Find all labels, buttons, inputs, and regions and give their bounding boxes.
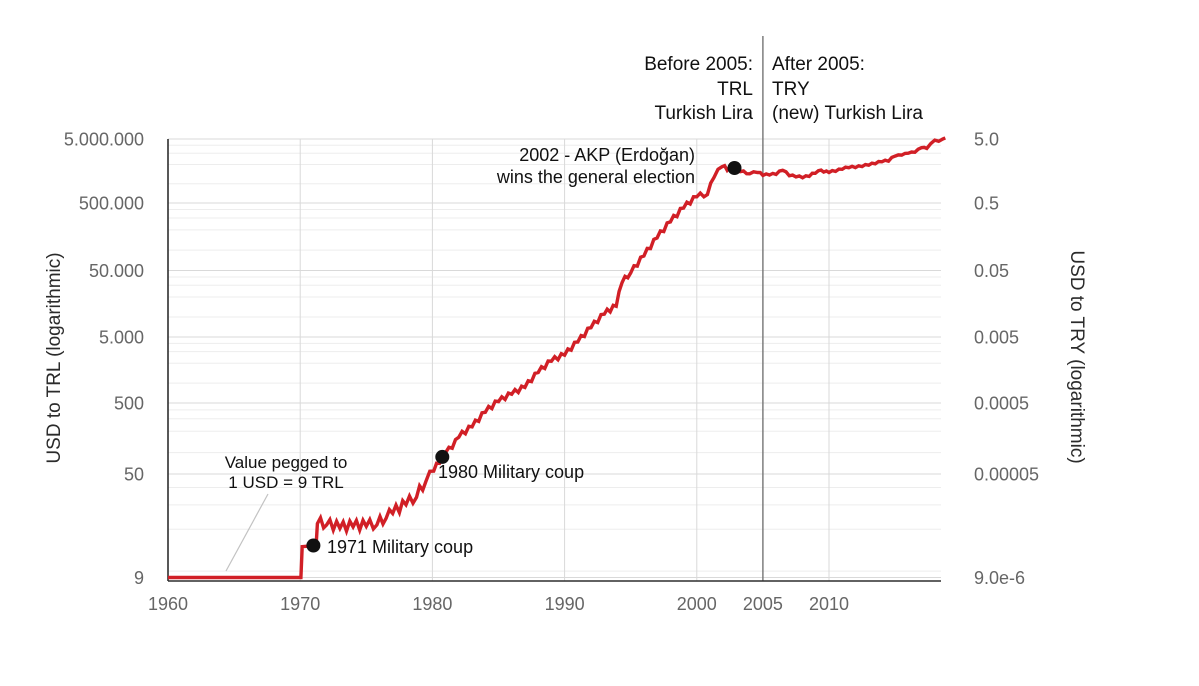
y-tick-label-left: 50.000 [89,261,144,281]
y-tick-label-right: 0.05 [974,261,1009,281]
y-tick-label-left: 500.000 [79,194,144,214]
header-after-line2: TRY [772,79,810,100]
akp-label-line1: 2002 - AKP (Erdoğan) [519,145,695,165]
annotation-dots [306,161,742,553]
pegged-leader-line [225,493,269,572]
x-tick-label: 1990 [545,594,585,614]
annotation-1971-coup: 1971 Military coup [327,537,473,557]
header-before-2005: Before 2005: TRL Turkish Lira [644,54,753,124]
y-tick-label-left: 5.000.000 [64,130,144,150]
x-axis-tick-labels: 1960 1970 1980 1990 2000 2005 2010 [148,594,849,614]
header-after-line1: After 2005: [772,54,865,75]
decade-gridlines [299,139,830,581]
annotation-dot-coup1971 [306,538,321,553]
y-tick-label-left: 50 [124,465,144,485]
x-tick-label: 2005 [743,594,783,614]
annotation-dot-coup1980 [435,449,450,464]
y-tick-label-left: 9 [134,568,144,588]
y-tick-label-left: 5.000 [99,328,144,348]
annotation-1980-coup: 1980 Military coup [438,462,584,482]
y-tick-label-right: 0.00005 [974,465,1039,485]
right-axis-title: USD to TRY (logarithmic) [1066,250,1087,463]
left-axis-tick-labels: 5.000.000 500.000 50.000 5.000 500 50 9 [64,130,144,589]
y-tick-label-right: 5.0 [974,130,999,150]
header-before-line1: Before 2005: [644,54,753,75]
x-tick-label: 2010 [809,594,849,614]
x-tick-label: 1960 [148,594,188,614]
minor-gridlines [168,144,941,572]
y-tick-label-right: 9.0e-6 [974,568,1025,588]
pegged-label-line2: 1 USD = 9 TRL [228,473,343,492]
y-tick-label-right: 0.005 [974,328,1019,348]
y-tick-label-left: 500 [114,394,144,414]
annotation-dot-akp2002 [727,161,742,175]
x-tick-label: 1980 [412,594,452,614]
annotation-2002-akp: 2002 - AKP (Erdoğan) wins the general el… [496,145,695,187]
header-after-2005: After 2005: TRY (new) Turkish Lira [772,54,923,124]
y-tick-label-right: 0.5 [974,194,999,214]
x-tick-label: 2000 [677,594,717,614]
left-axis-title: USD to TRL (logarithmic) [44,252,65,463]
pegged-label-line1: Value pegged to [225,453,348,472]
header-before-line3: Turkish Lira [654,103,753,124]
akp-label-line2: wins the general election [496,167,695,187]
rate-line [168,136,946,580]
x-tick-label: 1970 [280,594,320,614]
header-before-line2: TRL [717,79,753,100]
y-tick-label-right: 0.0005 [974,394,1029,414]
annotation-pegged: Value pegged to 1 USD = 9 TRL [225,453,348,492]
right-axis-tick-labels: 5.0 0.5 0.05 0.005 0.0005 0.00005 9.0e-6 [974,130,1039,589]
header-after-line3: (new) Turkish Lira [772,103,923,124]
